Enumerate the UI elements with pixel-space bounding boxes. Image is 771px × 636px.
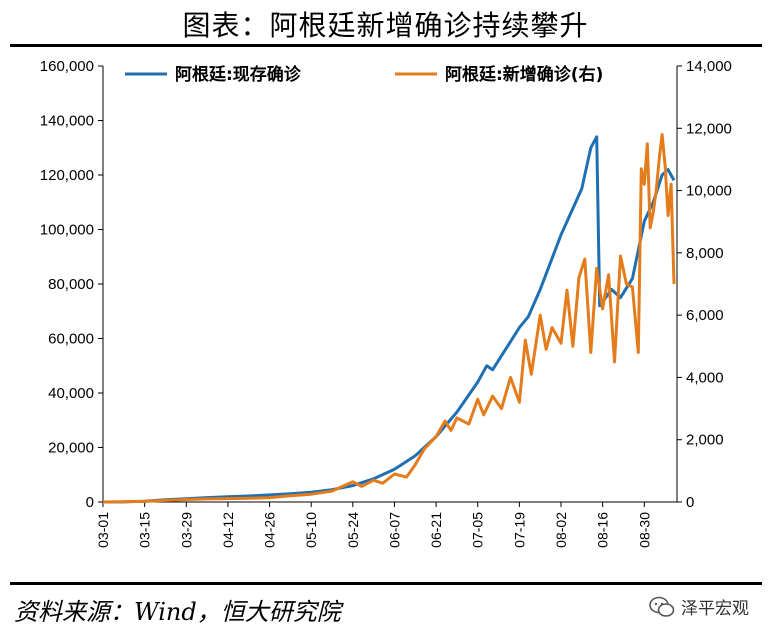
right-tick-label: 4,000 [686,369,724,386]
top-rule [10,44,762,47]
x-tick-label: 03-29 [178,512,194,548]
brand-watermark: 泽平宏观 [649,594,749,619]
right-tick-label: 14,000 [686,58,732,75]
right-tick-label: 6,000 [686,307,724,324]
legend-label-new-cases: 阿根廷:新增确诊(右) [445,64,603,85]
x-tick-label: 05-24 [345,512,361,548]
left-tick-label: 0 [86,494,94,511]
line-chart: 0 20,000 40,000 60,000 80,000 100,000 120,000 1… [40,58,732,548]
left-tick-label: 80,000 [48,276,94,293]
brand-name: 泽平宏观 [681,599,749,619]
source-note: 资料来源：Wind，恒大研究院 [14,598,341,626]
x-tick-label: 03-01 [95,512,111,548]
series-layer [102,133,676,504]
left-tick-label: 60,000 [48,331,94,348]
right-tick-label: 0 [686,494,694,511]
left-tick-label: 20,000 [48,440,94,457]
left-tick-label: 140,000 [40,113,94,130]
x-axis: 03-01 03-15 03-29 04-12 04-26 05-10 05-24 06-07… [95,501,677,548]
x-tick-label: 04-12 [220,512,236,548]
left-tick-label: 120,000 [40,167,94,184]
x-tick-label: 04-26 [262,512,278,548]
x-tick-label: 07-19 [511,512,527,548]
x-tick-label: 08-16 [595,512,611,548]
bottom-rule [10,582,762,585]
x-tick-label: 08-30 [636,512,652,548]
right-tick-label: 2,000 [686,432,724,449]
right-tick-label: 12,000 [686,120,732,137]
legend-label-active-cases: 阿根廷:现存确诊 [175,64,302,85]
x-tick-label: 05-10 [303,512,319,548]
x-tick-label: 08-02 [553,512,569,548]
left-tick-label: 160,000 [40,58,94,75]
right-tick-label: 10,000 [686,183,732,200]
x-tick-label: 06-21 [428,512,444,548]
legend: 阿根廷:现存确诊 阿根廷:新增确诊(右) [125,64,603,85]
left-y-axis: 0 20,000 40,000 60,000 80,000 100,000 120,000 1… [40,58,104,511]
right-y-axis: 0 2,000 4,000 6,000 8,000 10,000 12,000 14,000 [676,58,732,511]
chart-title: 图表：阿根廷新增确诊持续攀升 [182,9,589,42]
wechat-icon [649,596,675,617]
left-tick-label: 40,000 [48,385,94,402]
x-tick-label: 06-07 [386,512,402,548]
x-tick-label: 07-05 [470,512,486,548]
left-tick-label: 100,000 [40,222,94,239]
right-tick-label: 8,000 [686,245,724,262]
x-tick-label: 03-15 [137,512,153,548]
series-line-new-cases [102,133,676,504]
